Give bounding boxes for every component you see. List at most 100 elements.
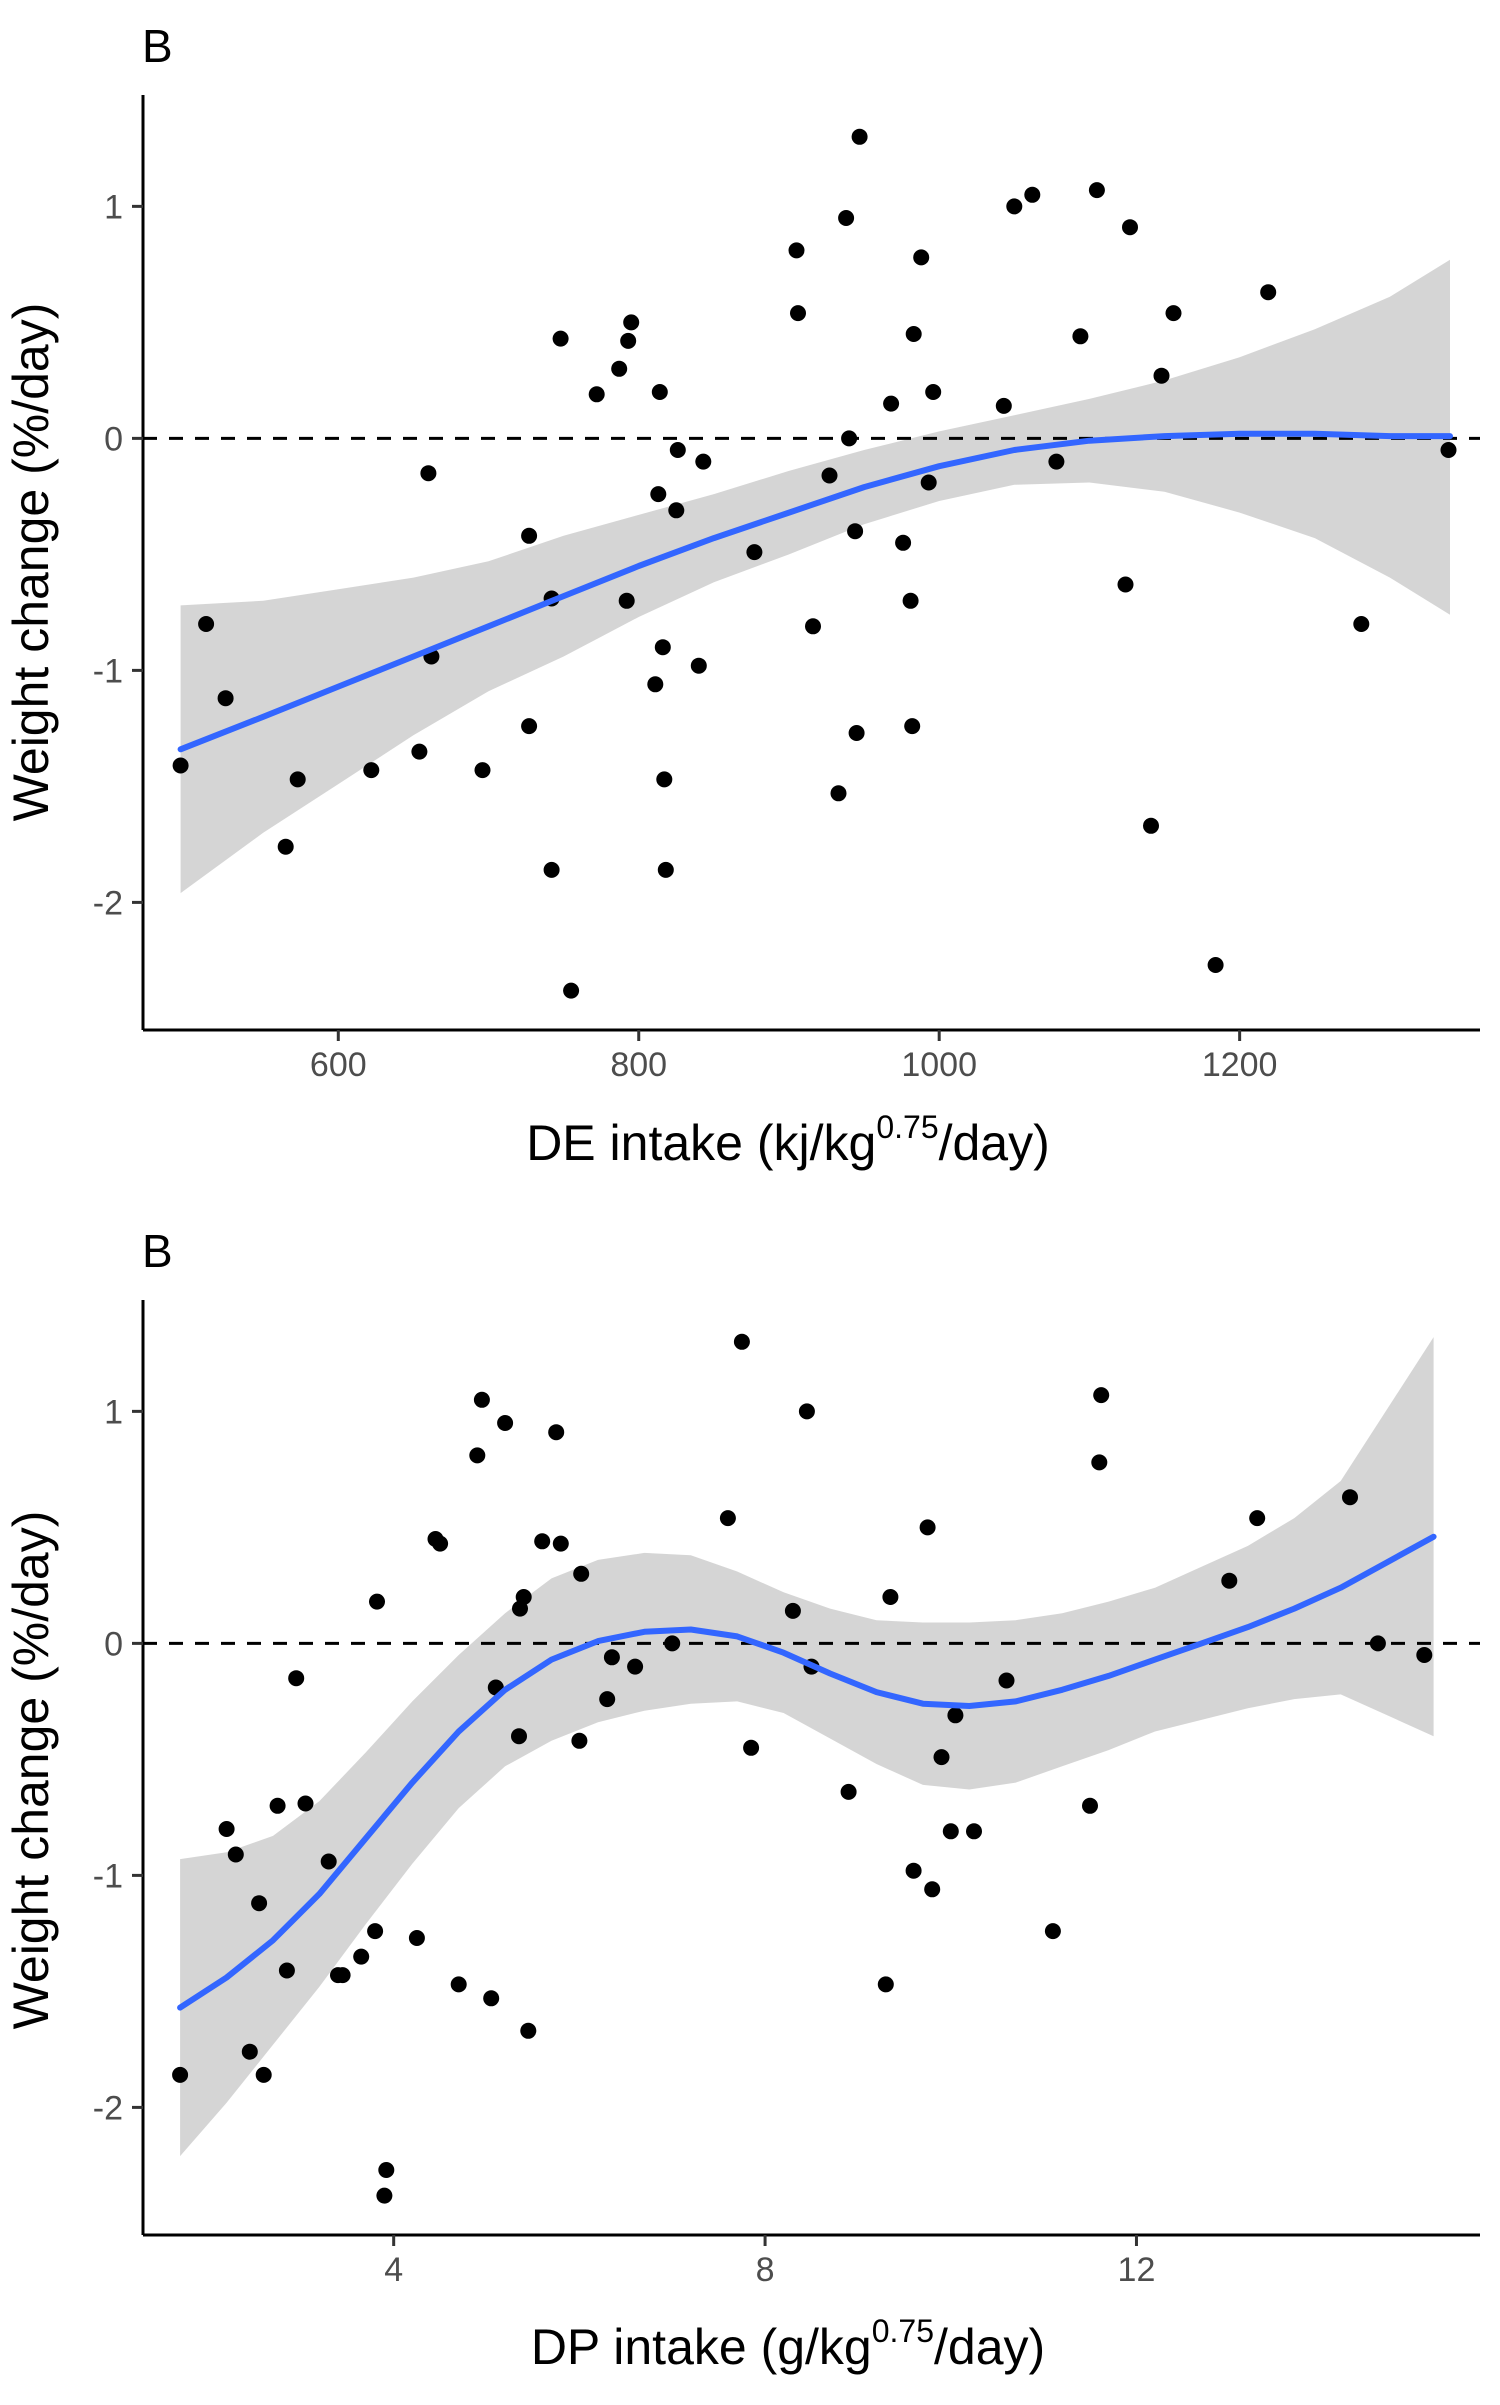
data-point [474, 762, 491, 779]
data-point [552, 1535, 569, 1552]
data-points [172, 1333, 1433, 2204]
x-tick-label: 600 [310, 1046, 367, 1084]
y-tick-label: -2 [93, 884, 123, 922]
data-point [218, 1821, 235, 1837]
data-point [289, 771, 306, 788]
y-axis-title: Weight change (%/day) [3, 303, 59, 822]
data-point [1082, 1797, 1098, 1814]
data-point [966, 1823, 982, 1840]
data-point [534, 1533, 551, 1550]
data-point [690, 657, 707, 674]
x-axis-title-main: DP intake (g/kg [531, 2319, 872, 2375]
data-point [483, 1990, 500, 2007]
data-point [947, 1707, 964, 1724]
data-point [1153, 367, 1170, 384]
data-point [902, 592, 919, 609]
data-point [255, 2066, 272, 2083]
data-point [411, 743, 428, 760]
data-point [376, 2187, 393, 2204]
data-point [473, 1391, 490, 1408]
x-axis-title: DP intake (g/kg0.75/day) [531, 2313, 1045, 2375]
data-point [895, 534, 912, 551]
y-axis-title: Weight change (%/day) [3, 1511, 59, 2030]
x-axis-title-exponent: 0.75 [872, 2313, 934, 2349]
data-point [647, 676, 664, 693]
data-point [241, 2043, 258, 2060]
panel-label: B [142, 1225, 173, 1277]
data-point [420, 465, 437, 482]
data-point [995, 397, 1012, 414]
data-point [269, 1797, 286, 1814]
data-point [650, 486, 667, 503]
data-point [563, 982, 580, 999]
data-point [664, 1635, 681, 1652]
data-point [998, 1672, 1015, 1689]
data-point [656, 771, 673, 788]
y-axis-ticks: -2 -1 0 1 [93, 1393, 143, 2127]
data-point [905, 326, 922, 342]
data-point [1260, 284, 1277, 301]
data-point [784, 1602, 801, 1619]
data-point [1369, 1635, 1386, 1652]
data-point [669, 442, 686, 458]
data-point [942, 1823, 959, 1840]
data-point [651, 384, 668, 400]
data-point [830, 785, 847, 802]
data-point [251, 1895, 268, 1912]
data-point [573, 1565, 590, 1582]
data-point [847, 523, 864, 540]
data-point [172, 2066, 189, 2083]
y-tick-label: -2 [93, 2089, 123, 2127]
data-point [515, 1589, 532, 1605]
data-point [198, 616, 215, 632]
x-tick-label: 800 [610, 1046, 667, 1084]
data-point [905, 1862, 922, 1879]
data-point [627, 1658, 644, 1675]
data-point [620, 332, 637, 349]
x-tick-label: 1000 [901, 1046, 977, 1084]
data-point [798, 1403, 815, 1420]
smooth-fit-line [177, 430, 1453, 753]
data-point [733, 1333, 750, 1350]
data-point [883, 395, 900, 412]
x-axis-title-tail: /day) [939, 1115, 1050, 1171]
data-point [288, 1670, 305, 1687]
panel-bottom-dp-intake: B 4 8 12 -2 -1 0 1 Weight change (%/day) DP i… [3, 1225, 1480, 2375]
data-point [408, 1930, 425, 1946]
data-point [1165, 305, 1182, 322]
data-point [521, 527, 538, 544]
data-point [1006, 198, 1023, 215]
y-tick-label: 0 [104, 1625, 123, 1663]
data-point [520, 2022, 537, 2039]
x-tick-label: 1200 [1202, 1046, 1278, 1084]
data-point [618, 592, 635, 609]
data-point [623, 314, 640, 331]
x-axis-title-main: DE intake (kj/kg [526, 1115, 876, 1171]
data-point [172, 757, 189, 774]
confidence-band [180, 1337, 1434, 2157]
data-point [788, 242, 805, 259]
data-point [1117, 576, 1134, 593]
data-point [469, 1447, 486, 1464]
data-point [511, 1728, 527, 1745]
data-point [668, 502, 685, 519]
data-point [654, 639, 671, 656]
y-tick-label: -1 [93, 1857, 123, 1895]
data-point [432, 1535, 449, 1552]
data-point [603, 1649, 620, 1666]
data-point [1221, 1572, 1238, 1589]
data-point [877, 1976, 894, 1993]
data-point [1072, 328, 1089, 345]
data-point [719, 1510, 736, 1527]
x-tick-label: 8 [756, 2251, 775, 2289]
x-axis-title-exponent: 0.75 [876, 1109, 938, 1145]
y-tick-label: 1 [104, 1393, 123, 1431]
data-point [1249, 1510, 1266, 1527]
data-point [924, 1881, 941, 1898]
y-tick-label: 1 [104, 188, 123, 226]
panel-top-de-intake: B 600 800 1000 1200 -2 -1 0 1 Weight change (%… [3, 20, 1480, 1171]
data-point [1048, 453, 1065, 470]
smooth-fit-line [177, 1533, 1437, 2011]
data-point [320, 1853, 337, 1870]
